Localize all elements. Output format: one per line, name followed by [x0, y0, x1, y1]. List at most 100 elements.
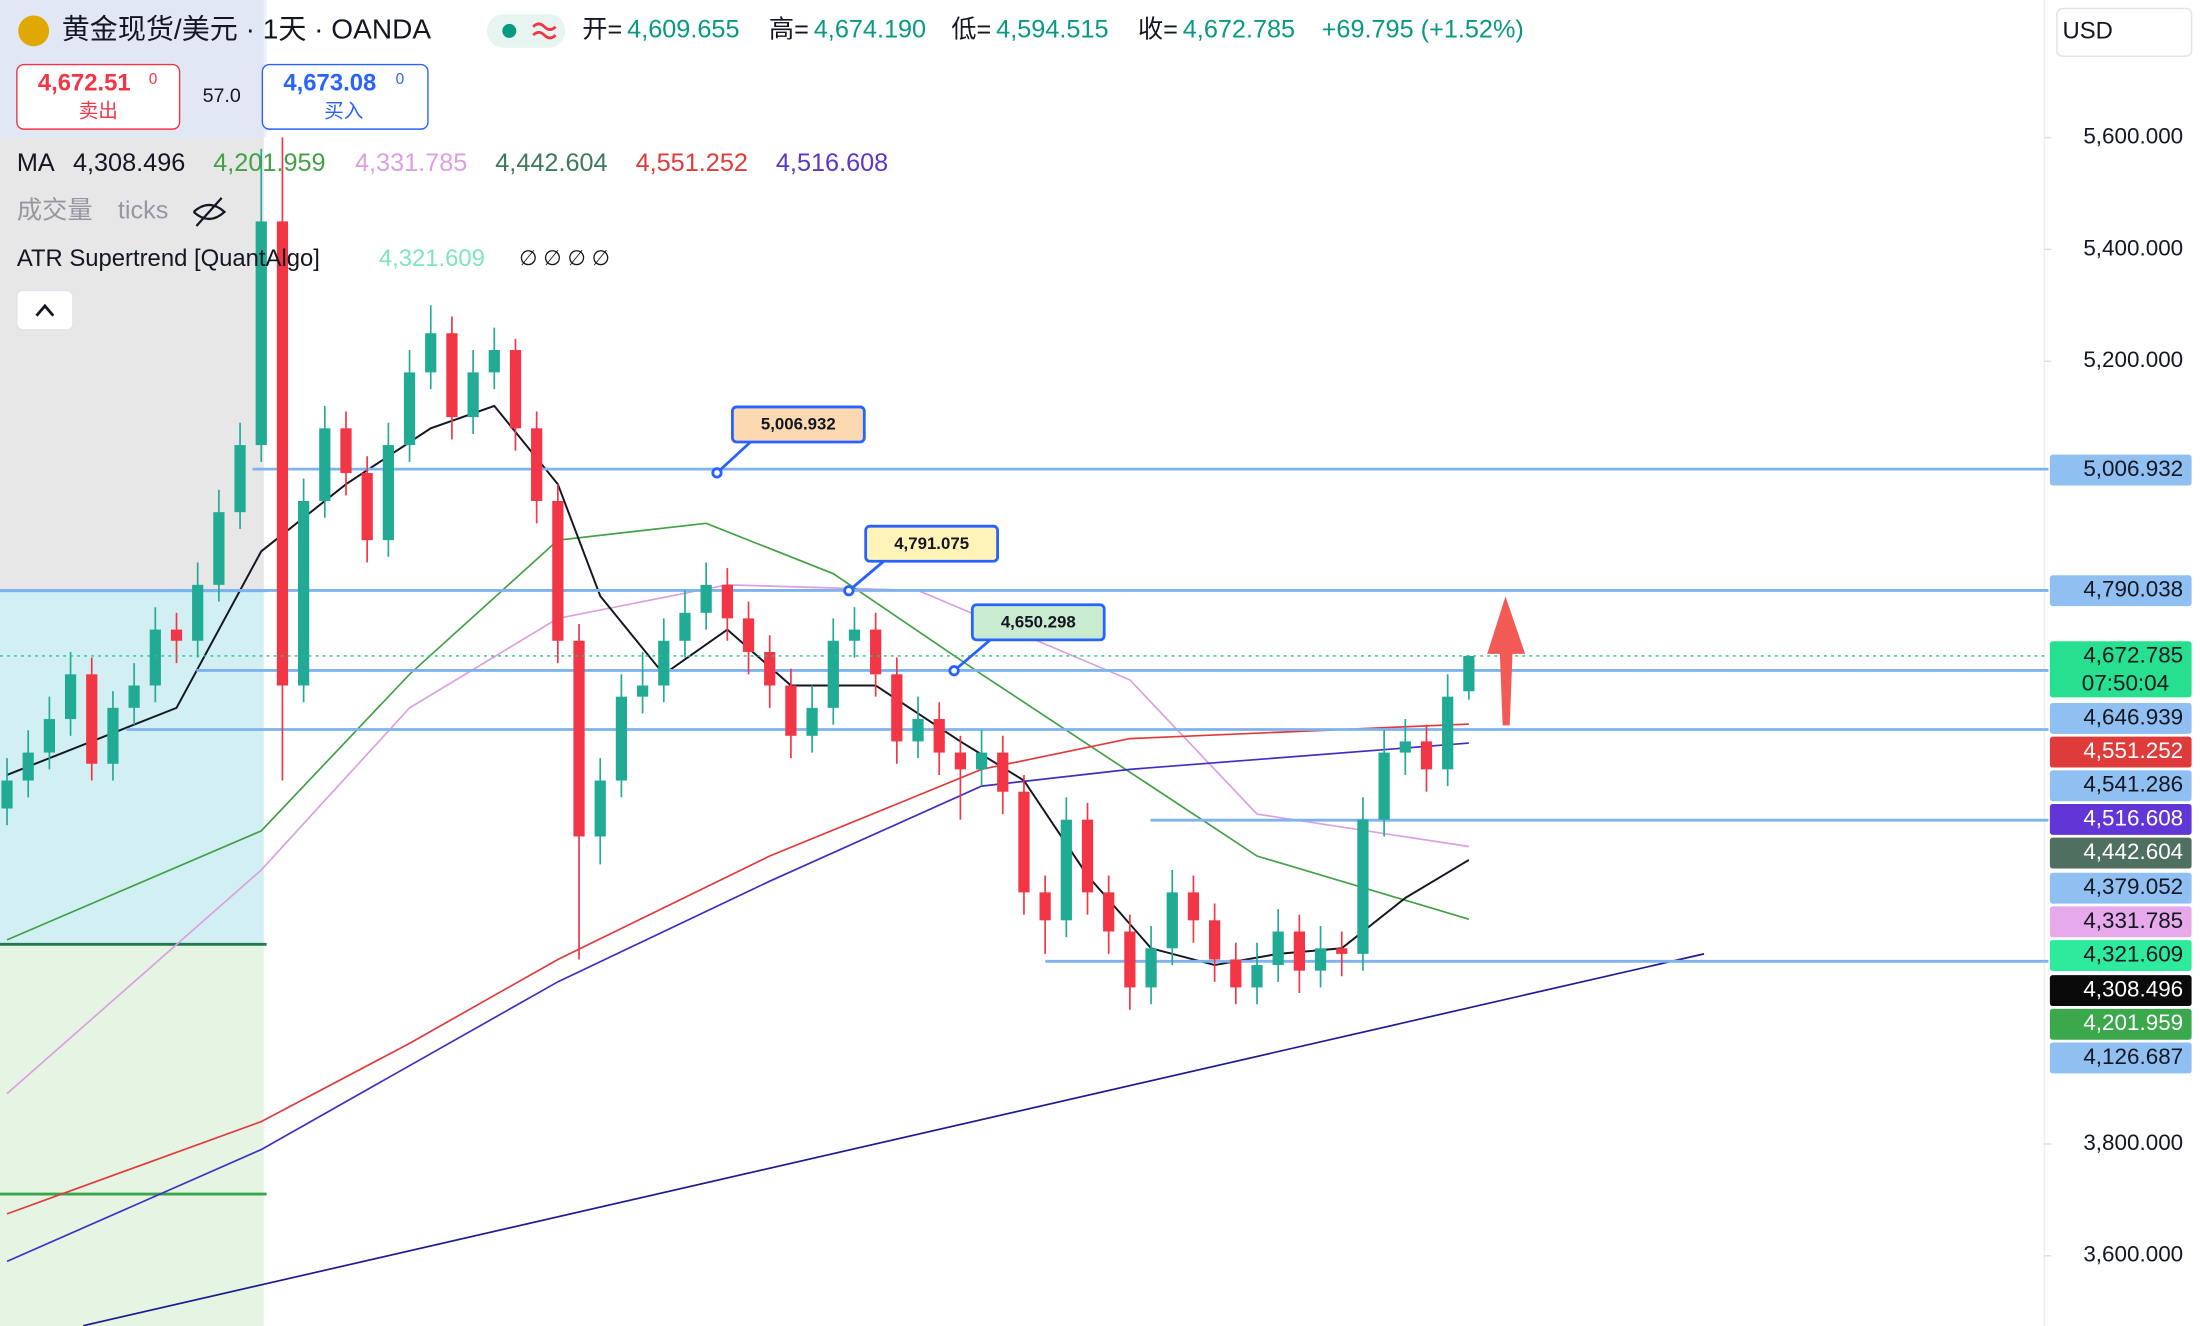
hide-icon[interactable]	[192, 197, 227, 227]
price-tag	[2049, 872, 2192, 904]
price-tag	[2049, 702, 2192, 734]
candle-body	[1314, 948, 1327, 971]
candle-body	[1442, 696, 1454, 770]
candle-body	[615, 696, 628, 781]
callout-box	[864, 524, 999, 563]
atr-label: ATR Supertrend [QuantAlgo]	[17, 245, 320, 272]
callout-anchor	[711, 467, 723, 479]
ma-line	[83, 953, 1705, 1326]
y-tick-label: 5,400.000	[2083, 235, 2183, 260]
candle-body	[954, 752, 967, 770]
buy-label[interactable]: 买入	[324, 100, 363, 122]
y-tick-label: 5,200.000	[2083, 347, 2183, 372]
candle-body	[319, 428, 331, 501]
callout-label: 4,791.075	[894, 534, 969, 553]
status-icon	[532, 22, 557, 40]
price-tag	[2049, 837, 2192, 869]
symbol-icon	[18, 15, 50, 47]
change: +69.795 (+1.52%)	[1322, 16, 1524, 44]
status-dot	[502, 23, 517, 38]
candle-body	[446, 333, 458, 418]
candle-body	[1, 780, 13, 809]
candle-body	[403, 372, 416, 446]
volume-label: 成交量	[17, 197, 93, 225]
up-arrow	[1487, 596, 1526, 726]
candle-body	[531, 428, 543, 501]
price-tag-label: 4,442.604	[2083, 839, 2183, 864]
callout-pointer	[953, 637, 993, 672]
price-tag-label: 4,201.959	[2083, 1010, 2183, 1035]
candle-body	[594, 780, 606, 837]
ma-line	[6, 723, 1469, 1215]
price-tag-label: 4,331.785	[2083, 908, 2183, 933]
candle-body	[997, 752, 1009, 792]
ma-value: 4,201.959	[213, 149, 325, 177]
buy-button[interactable]	[261, 63, 429, 130]
candle-body	[700, 584, 712, 613]
sell-price[interactable]: 4,672.51	[38, 70, 131, 97]
candle-body	[509, 350, 522, 429]
currency-button[interactable]	[2056, 7, 2193, 57]
candle-body	[1336, 948, 1348, 954]
candle-body	[255, 221, 267, 446]
candle-body	[827, 640, 839, 708]
candle-body	[1018, 791, 1030, 893]
price-tag-label: 4,790.038	[2083, 577, 2183, 602]
candle-body	[806, 707, 818, 736]
callout-pointer	[716, 439, 753, 474]
price-tag	[2049, 575, 2192, 607]
candle-body	[552, 500, 564, 641]
candle-body	[636, 685, 649, 697]
candle-body	[1378, 752, 1390, 820]
price-tag	[2049, 975, 2192, 1007]
candle-body	[1039, 892, 1051, 921]
symbol: 黄金现货/美元 · 1天 · OANDA	[62, 13, 432, 44]
open: 4,609.655	[627, 16, 739, 44]
callout-anchor	[843, 585, 855, 597]
atr-extra: ∅ ∅ ∅ ∅	[519, 247, 610, 270]
candle-body	[107, 707, 119, 764]
callout-pointer	[847, 558, 887, 592]
collapse-icon[interactable]	[35, 303, 55, 317]
candle-body	[425, 333, 437, 373]
candle-body	[22, 752, 34, 781]
price-tag-label: 4,379.052	[2083, 874, 2183, 899]
candle-body	[933, 719, 945, 753]
buy-price[interactable]: 4,673.08	[283, 70, 376, 97]
candle-body	[170, 629, 183, 641]
callout-box	[970, 603, 1106, 642]
ma-value: 4,308.496	[73, 149, 185, 177]
currency[interactable]: USD	[2063, 18, 2113, 45]
price-tag-label: 4,308.496	[2083, 977, 2183, 1002]
high-label: 高=	[769, 16, 809, 44]
high: 4,674.190	[814, 16, 926, 44]
candle-body	[912, 719, 924, 742]
candle-body	[1081, 819, 1094, 893]
price-tag-label: 4,321.609	[2083, 941, 2183, 966]
low-label: 低=	[951, 16, 991, 44]
collapse-button[interactable]	[16, 289, 74, 331]
candle-body	[1230, 959, 1242, 988]
sell-label[interactable]: 卖出	[79, 100, 118, 122]
buy-sup[interactable]: 0	[396, 71, 405, 88]
sell-sup[interactable]: 0	[149, 71, 158, 88]
candle-body	[298, 500, 310, 686]
candle-body	[573, 640, 585, 837]
ma-value: 4,442.604	[495, 149, 607, 177]
candle-body	[361, 473, 373, 541]
price-tag	[2049, 770, 2192, 802]
price-tag	[2049, 804, 2192, 835]
candle-body	[1399, 741, 1411, 753]
candle-body	[1166, 892, 1178, 949]
price-tag-label: 5,006.932	[2083, 456, 2183, 481]
candle-body	[213, 512, 225, 585]
atr-value: 4,321.609	[379, 245, 485, 272]
price-tag	[2049, 1042, 2192, 1074]
candle-body	[1209, 920, 1221, 960]
candle-body	[742, 618, 755, 652]
sell-button[interactable]	[16, 63, 181, 130]
ma-line	[6, 522, 1470, 941]
candle-body	[1420, 741, 1433, 770]
